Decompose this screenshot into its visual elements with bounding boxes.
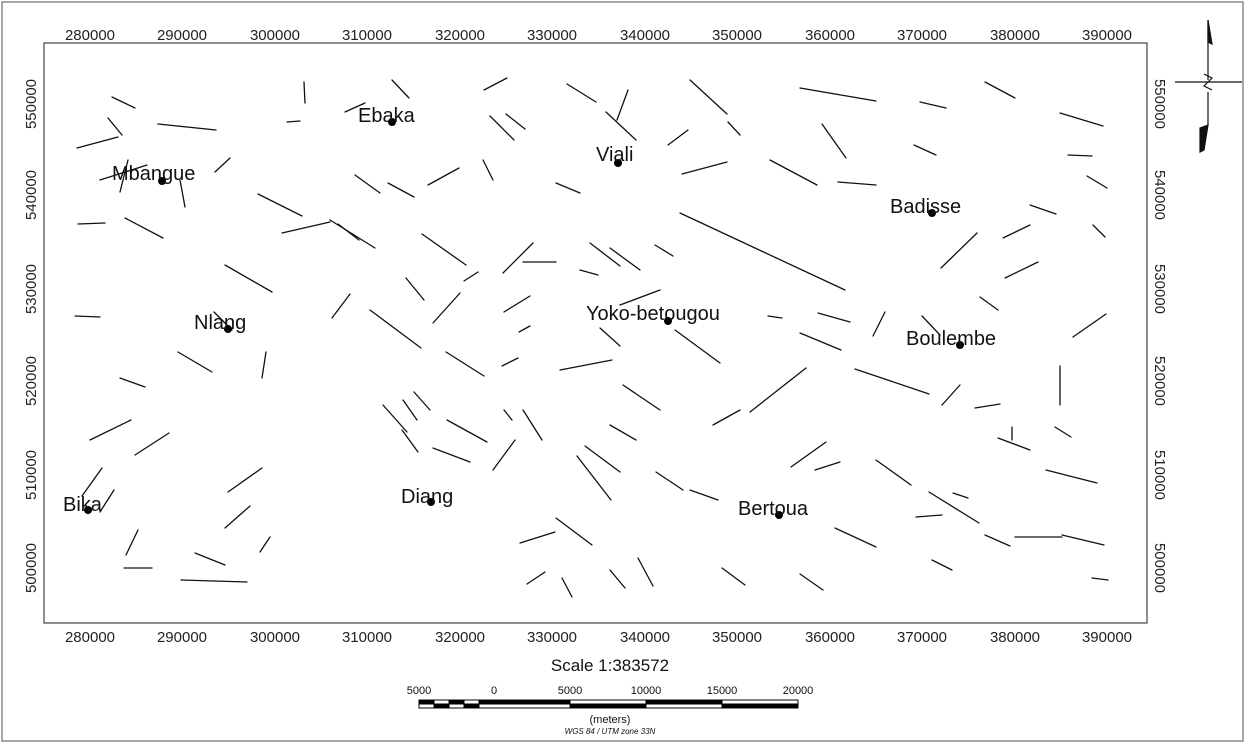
x-tick-label: 300000: [250, 27, 300, 44]
town-point-bika: [84, 506, 92, 514]
town-point-boulembe: [956, 341, 964, 349]
town-point-yoko-betougou: [664, 317, 672, 325]
town-point-viali: [614, 159, 622, 167]
x-tick-label: 380000: [990, 629, 1040, 646]
y-tick-label: 500000: [23, 543, 40, 593]
x-tick-label: 310000: [342, 629, 392, 646]
x-tick-label: 350000: [712, 27, 762, 44]
town-label-diang: Diang: [401, 486, 453, 508]
north-arrow-icon: [1175, 19, 1242, 153]
x-tick-label: 290000: [157, 629, 207, 646]
crs-label: WGS 84 / UTM zone 33N: [565, 727, 656, 736]
town-label-mbangue: Mbangue: [112, 163, 195, 185]
scale-block: Scale 1:383572 5000 0 5000 10000 15000 2…: [407, 656, 814, 736]
x-axis-top: 280000 290000 300000 310000 320000 33000…: [65, 27, 1132, 44]
y-tick-label: 500000: [1151, 543, 1168, 593]
x-axis-bottom: 280000 290000 300000 310000 320000 33000…: [65, 629, 1132, 646]
x-tick-label: 290000: [157, 27, 207, 44]
y-axis-left: 550000 540000 530000 520000 510000 50000…: [23, 79, 40, 593]
x-tick-label: 360000: [805, 27, 855, 44]
x-tick-label: 340000: [620, 27, 670, 44]
town-label-bika: Bika: [63, 494, 103, 516]
x-tick-label: 320000: [435, 629, 485, 646]
town-point-diang: [427, 498, 435, 506]
x-tick-label: 340000: [620, 629, 670, 646]
x-tick-label: 370000: [897, 629, 947, 646]
x-tick-label: 330000: [527, 629, 577, 646]
x-tick-label: 350000: [712, 629, 762, 646]
x-tick-label: 280000: [65, 27, 115, 44]
town-label-badisse: Badisse: [890, 196, 961, 218]
town-label-yoko-betougou: Yoko-betougou: [586, 303, 720, 325]
y-tick-label: 530000: [1151, 264, 1168, 314]
scale-title: Scale 1:383572: [551, 656, 669, 675]
y-tick-label: 540000: [1151, 170, 1168, 220]
scale-label: 10000: [631, 685, 662, 697]
town-label-viali: Viali: [596, 144, 633, 166]
y-tick-label: 550000: [1151, 79, 1168, 129]
town-point-ebaka: [388, 118, 396, 126]
y-tick-label: 550000: [23, 79, 40, 129]
y-tick-label: 510000: [1151, 450, 1168, 500]
x-tick-label: 330000: [527, 27, 577, 44]
town-label-nlang: Nlang: [194, 312, 246, 334]
x-tick-label: 370000: [897, 27, 947, 44]
x-tick-label: 310000: [342, 27, 392, 44]
y-tick-label: 520000: [23, 356, 40, 406]
town-point-badisse: [928, 209, 936, 217]
y-axis-right: 550000 540000 530000 520000 510000 50000…: [1151, 79, 1168, 593]
scale-label: 0: [491, 685, 497, 697]
x-tick-label: 300000: [250, 629, 300, 646]
town-label-bertoua: Bertoua: [738, 498, 809, 520]
x-tick-label: 360000: [805, 629, 855, 646]
town-point-bertoua: [775, 511, 783, 519]
scale-label: 5000: [407, 685, 431, 697]
scale-units: (meters): [590, 714, 631, 726]
scale-label: 20000: [783, 685, 814, 697]
x-tick-label: 390000: [1082, 27, 1132, 44]
scale-bar: [418, 699, 799, 709]
scale-label: 5000: [558, 685, 582, 697]
y-tick-label: 520000: [1151, 356, 1168, 406]
y-tick-label: 530000: [23, 264, 40, 314]
x-tick-label: 280000: [65, 629, 115, 646]
town-point-nlang: [224, 325, 232, 333]
town-point-mbangue: [158, 177, 166, 185]
scale-label: 15000: [707, 685, 738, 697]
y-tick-label: 510000: [23, 450, 40, 500]
towns: Ebaka Viali Mbangue Badisse Nlang Yoko-b…: [63, 105, 996, 520]
lineaments: [74, 77, 1109, 598]
y-tick-label: 540000: [23, 170, 40, 220]
x-tick-label: 380000: [990, 27, 1040, 44]
x-tick-label: 390000: [1082, 629, 1132, 646]
town-label-boulembe: Boulembe: [906, 328, 996, 350]
x-tick-label: 320000: [435, 27, 485, 44]
town-label-ebaka: Ebaka: [358, 105, 416, 127]
